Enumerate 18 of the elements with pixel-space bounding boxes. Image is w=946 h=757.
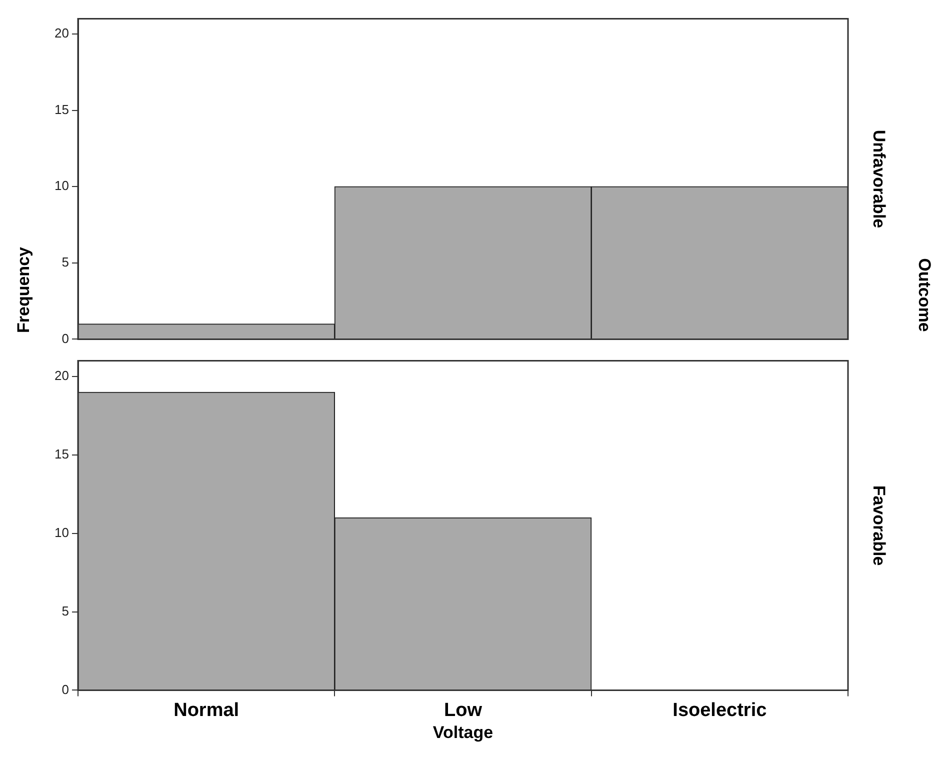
y-tick-label: 5	[62, 603, 69, 618]
y-tick-label: 10	[54, 524, 69, 540]
x-tick-label: Isoelectric	[672, 700, 768, 721]
x-tick-label: Low	[444, 700, 482, 721]
x-tick-label: Normal	[174, 700, 240, 721]
y-tick-label: 5	[62, 254, 69, 270]
y-tick-label: 15	[54, 446, 69, 462]
y-tick-label: 0	[62, 330, 69, 346]
y-tick-label: 0	[62, 682, 69, 697]
text: Unfavorable	[869, 130, 888, 228]
text: Favorable	[869, 485, 888, 566]
y-tick-label: 20	[54, 368, 69, 384]
y-tick-label: 20	[54, 26, 69, 41]
y-tick-label: 15	[54, 102, 69, 117]
y-tick-label: 10	[54, 178, 69, 194]
text: Outcome	[914, 258, 934, 332]
y-axis-title: Frequency	[14, 247, 34, 333]
x-axis-title: Voltage	[432, 723, 494, 743]
